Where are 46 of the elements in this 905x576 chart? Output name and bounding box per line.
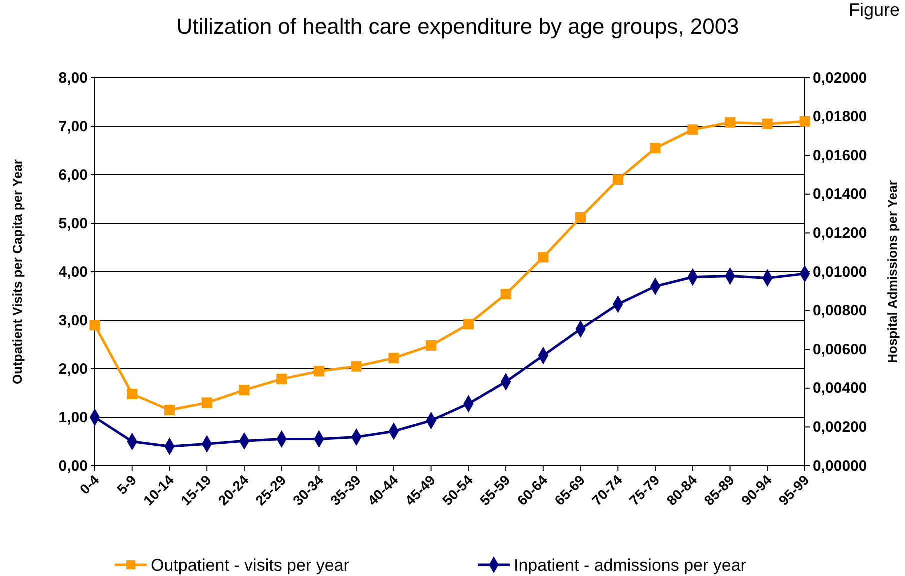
point (576, 212, 586, 223)
y2-axis-title: Hospital Admissions per Year (885, 180, 900, 364)
y2-tick-label: 0,00600 (813, 341, 868, 358)
point (688, 124, 698, 136)
y-tick-label: 2,00 (58, 360, 88, 378)
point (463, 319, 474, 330)
point (388, 353, 400, 364)
y2-tick-label: 0,00800 (813, 302, 868, 320)
y-tick-label: 1,00 (58, 409, 88, 426)
y2-tick-label: 0,02000 (813, 70, 868, 87)
legend-label: Inpatient - admissions per year (514, 556, 747, 575)
point (538, 252, 549, 263)
point (276, 374, 288, 384)
y-tick-label: 4,00 (58, 264, 88, 281)
legend-label: Outpatient - visits per year (151, 556, 350, 575)
text: Figure (848, 0, 900, 20)
y2-tick-label: 0,00200 (813, 419, 868, 436)
point (202, 398, 212, 408)
y2-tick-label: 0,01800 (813, 108, 868, 126)
y-tick-label: 5,00 (58, 215, 88, 232)
y-tick-label: 7,00 (58, 118, 88, 136)
y2-tick-label: 0,00400 (813, 380, 868, 398)
chart-title: Utilization of health care expenditure by age groups, 2003 (176, 14, 740, 39)
point (650, 143, 661, 154)
point (90, 320, 100, 331)
point (127, 388, 138, 400)
point (612, 174, 624, 186)
point (426, 340, 437, 351)
y-tick-label: 3,00 (58, 312, 88, 330)
point (314, 366, 324, 377)
point (351, 361, 362, 372)
point (239, 385, 250, 396)
point (164, 404, 175, 416)
y2-tick-label: 0,01000 (813, 264, 868, 281)
y2-tick-label: 0,01600 (813, 147, 868, 164)
point (725, 117, 736, 128)
y-tick-label: 8,00 (58, 70, 88, 87)
y2-tick-label: 0,01400 (813, 186, 868, 204)
y-axis-title: Outpatient Visits per Capita per Year (10, 160, 25, 384)
point (762, 118, 773, 130)
y2-tick-label: 0,00000 (813, 458, 868, 475)
y2-tick-label: 0,01200 (813, 225, 868, 242)
point (500, 289, 512, 300)
y-tick-label: 6,00 (58, 166, 88, 184)
point (800, 116, 810, 127)
x-tick-label: 5-9 (114, 472, 140, 498)
